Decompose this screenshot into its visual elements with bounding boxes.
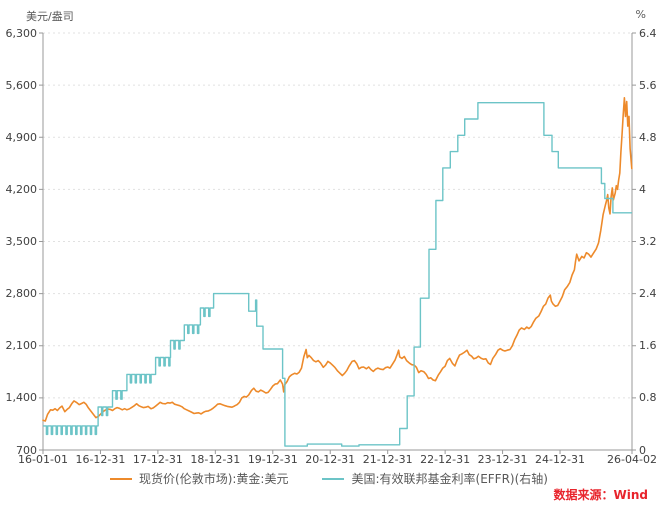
- left-axis-tick-label: 700: [16, 443, 37, 457]
- legend-item-effr: 美国:有效联邦基金利率(EFFR)(右轴): [322, 470, 548, 487]
- left-axis-tick-label: 5,600: [5, 78, 38, 92]
- effr-line-swatch-icon: [322, 477, 345, 480]
- left-axis-tick-label: 4,900: [5, 130, 38, 144]
- legend-label-gold: 现货价(伦敦市场):黄金:美元: [139, 472, 289, 486]
- x-axis-tick-label: 16-12-31: [75, 453, 126, 466]
- x-axis-tick-label: 24-12-31: [535, 453, 585, 466]
- legend-label-effr: 美国:有效联邦基金利率(EFFR)(右轴): [351, 472, 548, 486]
- x-axis-tick-label: 26-04-02: [607, 453, 657, 466]
- data-source-note: 数据来源：Wind: [553, 488, 648, 502]
- right-axis-tick-label: 4: [639, 182, 646, 196]
- gold-price-line: [42, 97, 633, 422]
- x-axis-tick-label: 18-12-31: [190, 453, 241, 466]
- gold-line-swatch-icon: [110, 477, 133, 480]
- right-axis-unit-label: %: [635, 8, 646, 21]
- right-axis-tick-label: 2.4: [639, 287, 657, 301]
- x-axis-tick-label: 17-12-31: [132, 453, 183, 466]
- x-axis-tick-label: 20-12-31: [305, 453, 356, 466]
- x-axis-tick-label: 21-12-31: [362, 453, 413, 466]
- right-axis-tick-label: 0.8: [639, 391, 657, 405]
- x-axis-tick-label: 19-12-31: [247, 453, 298, 466]
- left-axis-tick-label: 2,100: [5, 339, 38, 353]
- effr-line: [43, 102, 632, 447]
- left-axis-tick-label: 4,200: [5, 182, 38, 196]
- x-axis-tick-label: 16-01-01: [18, 453, 68, 466]
- right-axis-tick-label: 1.6: [639, 339, 657, 353]
- left-axis-unit-label: 美元/盎司: [26, 10, 74, 23]
- legend: 现货价(伦敦市场):黄金:美元 美国:有效联邦基金利率(EFFR)(右轴): [0, 470, 658, 487]
- left-axis-tick-label: 6,300: [5, 26, 38, 40]
- right-axis-tick-label: 6.4: [639, 26, 657, 40]
- left-axis-tick-label: 2,800: [5, 287, 38, 301]
- left-axis-tick-label: 1,400: [5, 391, 38, 405]
- left-axis-tick-label: 3,500: [5, 235, 38, 248]
- right-axis-tick-label: 4.8: [639, 130, 657, 144]
- x-axis-tick-label: 22-12-31: [420, 453, 471, 466]
- legend-item-gold: 现货价(伦敦市场):黄金:美元: [110, 470, 288, 487]
- right-axis-tick-label: 0: [639, 443, 646, 457]
- right-axis-tick-label: 5.6: [639, 78, 657, 92]
- x-axis-tick-label: 23-12-31: [477, 453, 528, 466]
- right-axis-tick-label: 3.2: [639, 235, 657, 248]
